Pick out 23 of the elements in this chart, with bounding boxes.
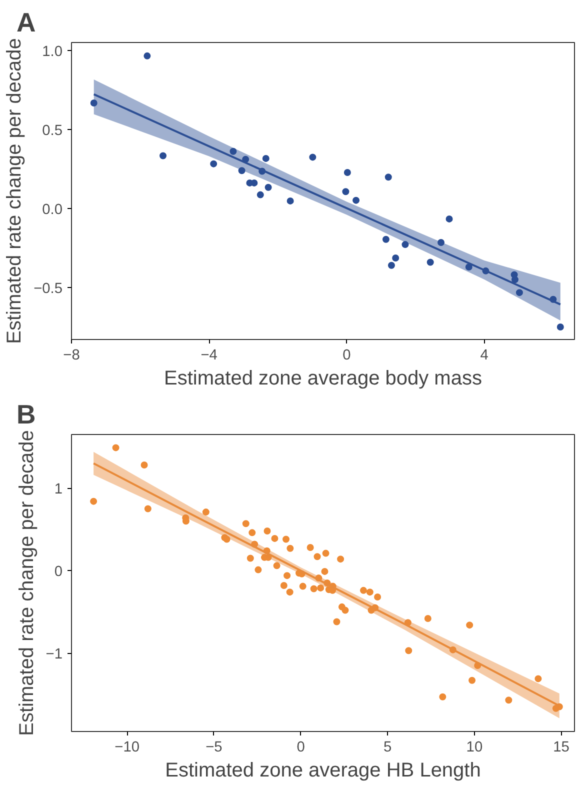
y-tick-label: 0.0 bbox=[42, 202, 62, 218]
x-axis-title: Estimated zone average HB Length bbox=[165, 760, 481, 782]
y-axis-title: Estimated rate change per decade bbox=[4, 38, 26, 344]
y-tick-label: 0.5 bbox=[42, 122, 62, 139]
x-tick-label: 0 bbox=[342, 348, 351, 364]
x-axis-title: Estimated zone average body mass bbox=[164, 368, 482, 390]
y-tick-label: 1.0 bbox=[42, 44, 62, 60]
x-tick-label: −5 bbox=[206, 740, 222, 756]
chart-title: A bbox=[16, 8, 36, 38]
x-tick-label: 0 bbox=[296, 740, 305, 756]
x-tick-label: 4 bbox=[480, 348, 488, 364]
x-tick-label: −4 bbox=[200, 348, 218, 364]
x-tick-label: 10 bbox=[466, 740, 483, 756]
y-tick-label: −1 bbox=[46, 646, 63, 663]
y-tick-label: −0.5 bbox=[34, 280, 63, 297]
y-tick-label: 0 bbox=[54, 564, 63, 580]
x-tick-label: −8 bbox=[63, 348, 80, 364]
y-tick-label: 1 bbox=[54, 482, 63, 498]
x-tick-label: −10 bbox=[114, 740, 140, 756]
x-tick-label: 5 bbox=[384, 740, 392, 756]
chart-title: B bbox=[16, 400, 36, 430]
y-axis-title: Estimated rate change per decade bbox=[16, 430, 38, 736]
x-tick-label: 15 bbox=[553, 740, 570, 756]
